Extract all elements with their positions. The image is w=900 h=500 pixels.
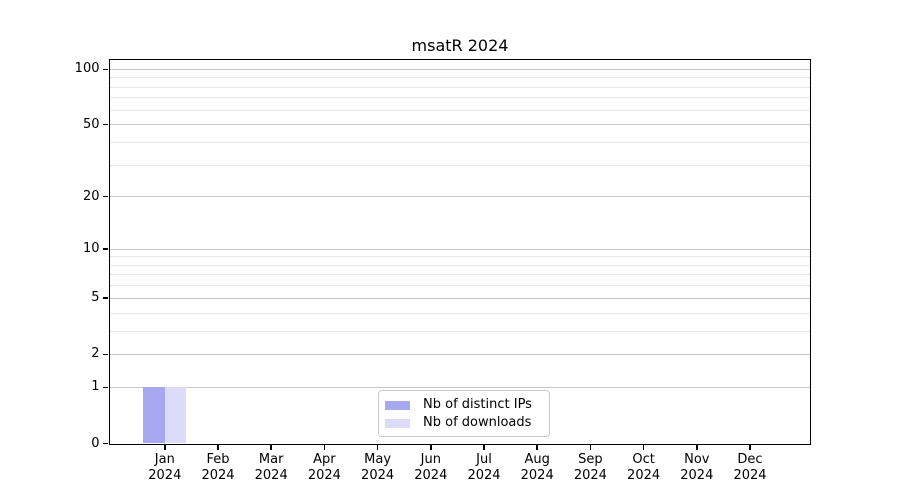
minor-gridline <box>109 164 810 166</box>
x-tick-label: Aug 2024 <box>502 452 572 484</box>
x-tick-year: 2024 <box>361 467 395 483</box>
minor-gridline <box>109 330 810 332</box>
x-tick-mark <box>483 445 485 450</box>
x-tick-mark <box>270 445 272 450</box>
y-tick-label: 0 <box>91 435 100 451</box>
x-tick-year: 2024 <box>627 467 661 483</box>
minor-gridline <box>109 86 810 88</box>
x-tick-mark <box>217 445 219 450</box>
x-tick-year: 2024 <box>467 467 501 483</box>
legend-swatch-icon <box>385 400 410 410</box>
major-gridline <box>109 124 810 126</box>
x-tick-month: Feb <box>206 451 230 467</box>
y-tick-mark <box>103 442 108 445</box>
y-tick-mark <box>103 68 108 71</box>
x-tick-label: Nov 2024 <box>662 452 732 484</box>
x-tick-mark <box>376 445 379 450</box>
major-gridline <box>109 68 810 70</box>
x-tick-year: 2024 <box>254 467 288 483</box>
minor-gridline <box>109 256 810 258</box>
x-tick-label: Mar 2024 <box>236 452 306 484</box>
legend-row: Nb of downloads <box>385 414 549 432</box>
x-tick-year: 2024 <box>733 467 767 483</box>
y-tick-mark <box>103 123 108 126</box>
y-tick-label: 2 <box>91 346 100 362</box>
legend: Nb of distinct IPs Nb of downloads <box>378 390 550 437</box>
plot-area: 0 1 2 5 10 20 50 100 Jan 2024 Feb 2024 Mar 2024 Apr 202… <box>75 58 811 483</box>
bar-nb-of-downloads-jan <box>164 387 187 444</box>
x-tick-mark <box>696 445 698 450</box>
x-tick-mark <box>164 445 166 450</box>
x-tick-month: Jan <box>154 451 175 467</box>
x-tick-year: 2024 <box>201 467 235 483</box>
x-tick-label: Sep 2024 <box>555 452 625 484</box>
major-gridline <box>109 196 810 198</box>
x-tick-year: 2024 <box>414 467 448 483</box>
major-gridline <box>109 297 810 299</box>
x-tick-month: Nov <box>684 451 710 467</box>
major-gridline <box>109 386 810 388</box>
x-tick-year: 2024 <box>680 467 714 483</box>
x-tick-month: Dec <box>737 451 763 467</box>
x-tick-label: Dec 2024 <box>715 452 785 484</box>
x-tick-mark <box>589 445 592 450</box>
x-tick-mark <box>536 445 538 450</box>
x-tick-month: Jun <box>420 451 441 467</box>
x-tick-month: Apr <box>313 451 336 467</box>
y-tick-label: 100 <box>74 61 100 77</box>
y-tick-mark <box>103 353 108 356</box>
y-tick-mark <box>103 386 108 389</box>
x-tick-month: Mar <box>258 451 284 467</box>
y-tick-mark <box>103 297 108 299</box>
minor-gridline <box>109 109 810 111</box>
minor-gridline <box>109 264 810 266</box>
minor-gridline <box>109 97 810 99</box>
x-tick-label: May 2024 <box>343 452 413 484</box>
minor-gridline <box>109 285 810 287</box>
x-tick-mark <box>323 445 326 450</box>
y-tick-label: 50 <box>82 116 100 132</box>
minor-gridline <box>109 274 810 276</box>
minor-gridline <box>109 312 810 314</box>
y-tick-label: 5 <box>91 290 100 306</box>
major-gridline <box>109 353 810 355</box>
x-tick-month: Jul <box>476 451 492 467</box>
chart-title: msatR 2024 <box>411 36 509 55</box>
x-tick-label: Oct 2024 <box>609 452 679 484</box>
x-tick-year: 2024 <box>520 467 554 483</box>
legend-swatch-icon <box>385 418 410 428</box>
y-tick-label: 20 <box>82 188 100 204</box>
x-tick-mark <box>430 445 432 450</box>
bar-nb-of-distinct-ips-jan <box>143 387 165 444</box>
x-tick-month: Oct <box>632 451 655 467</box>
x-tick-label: Feb 2024 <box>183 452 253 484</box>
minor-gridline <box>109 141 810 143</box>
x-tick-label: Apr 2024 <box>289 452 359 484</box>
x-tick-month: Aug <box>524 451 550 467</box>
x-tick-month: May <box>364 451 392 467</box>
legend-label: Nb of downloads <box>423 415 532 430</box>
x-tick-mark <box>749 445 751 450</box>
legend-row: Nb of distinct IPs <box>385 396 549 414</box>
major-gridline <box>109 248 810 250</box>
x-tick-label: Jan 2024 <box>130 452 200 484</box>
x-tick-year: 2024 <box>148 467 182 483</box>
x-tick-mark <box>642 445 645 450</box>
x-tick-year: 2024 <box>307 467 341 483</box>
minor-gridline <box>109 77 810 79</box>
x-tick-label: Jul 2024 <box>449 452 519 484</box>
x-tick-year: 2024 <box>573 467 607 483</box>
y-tick-label: 10 <box>82 241 100 257</box>
x-tick-month: Sep <box>578 451 603 467</box>
legend-label: Nb of distinct IPs <box>423 397 532 412</box>
y-tick-label: 1 <box>91 379 100 395</box>
y-tick-mark <box>103 248 108 250</box>
y-tick-mark <box>103 195 108 198</box>
x-tick-label: Jun 2024 <box>396 452 466 484</box>
